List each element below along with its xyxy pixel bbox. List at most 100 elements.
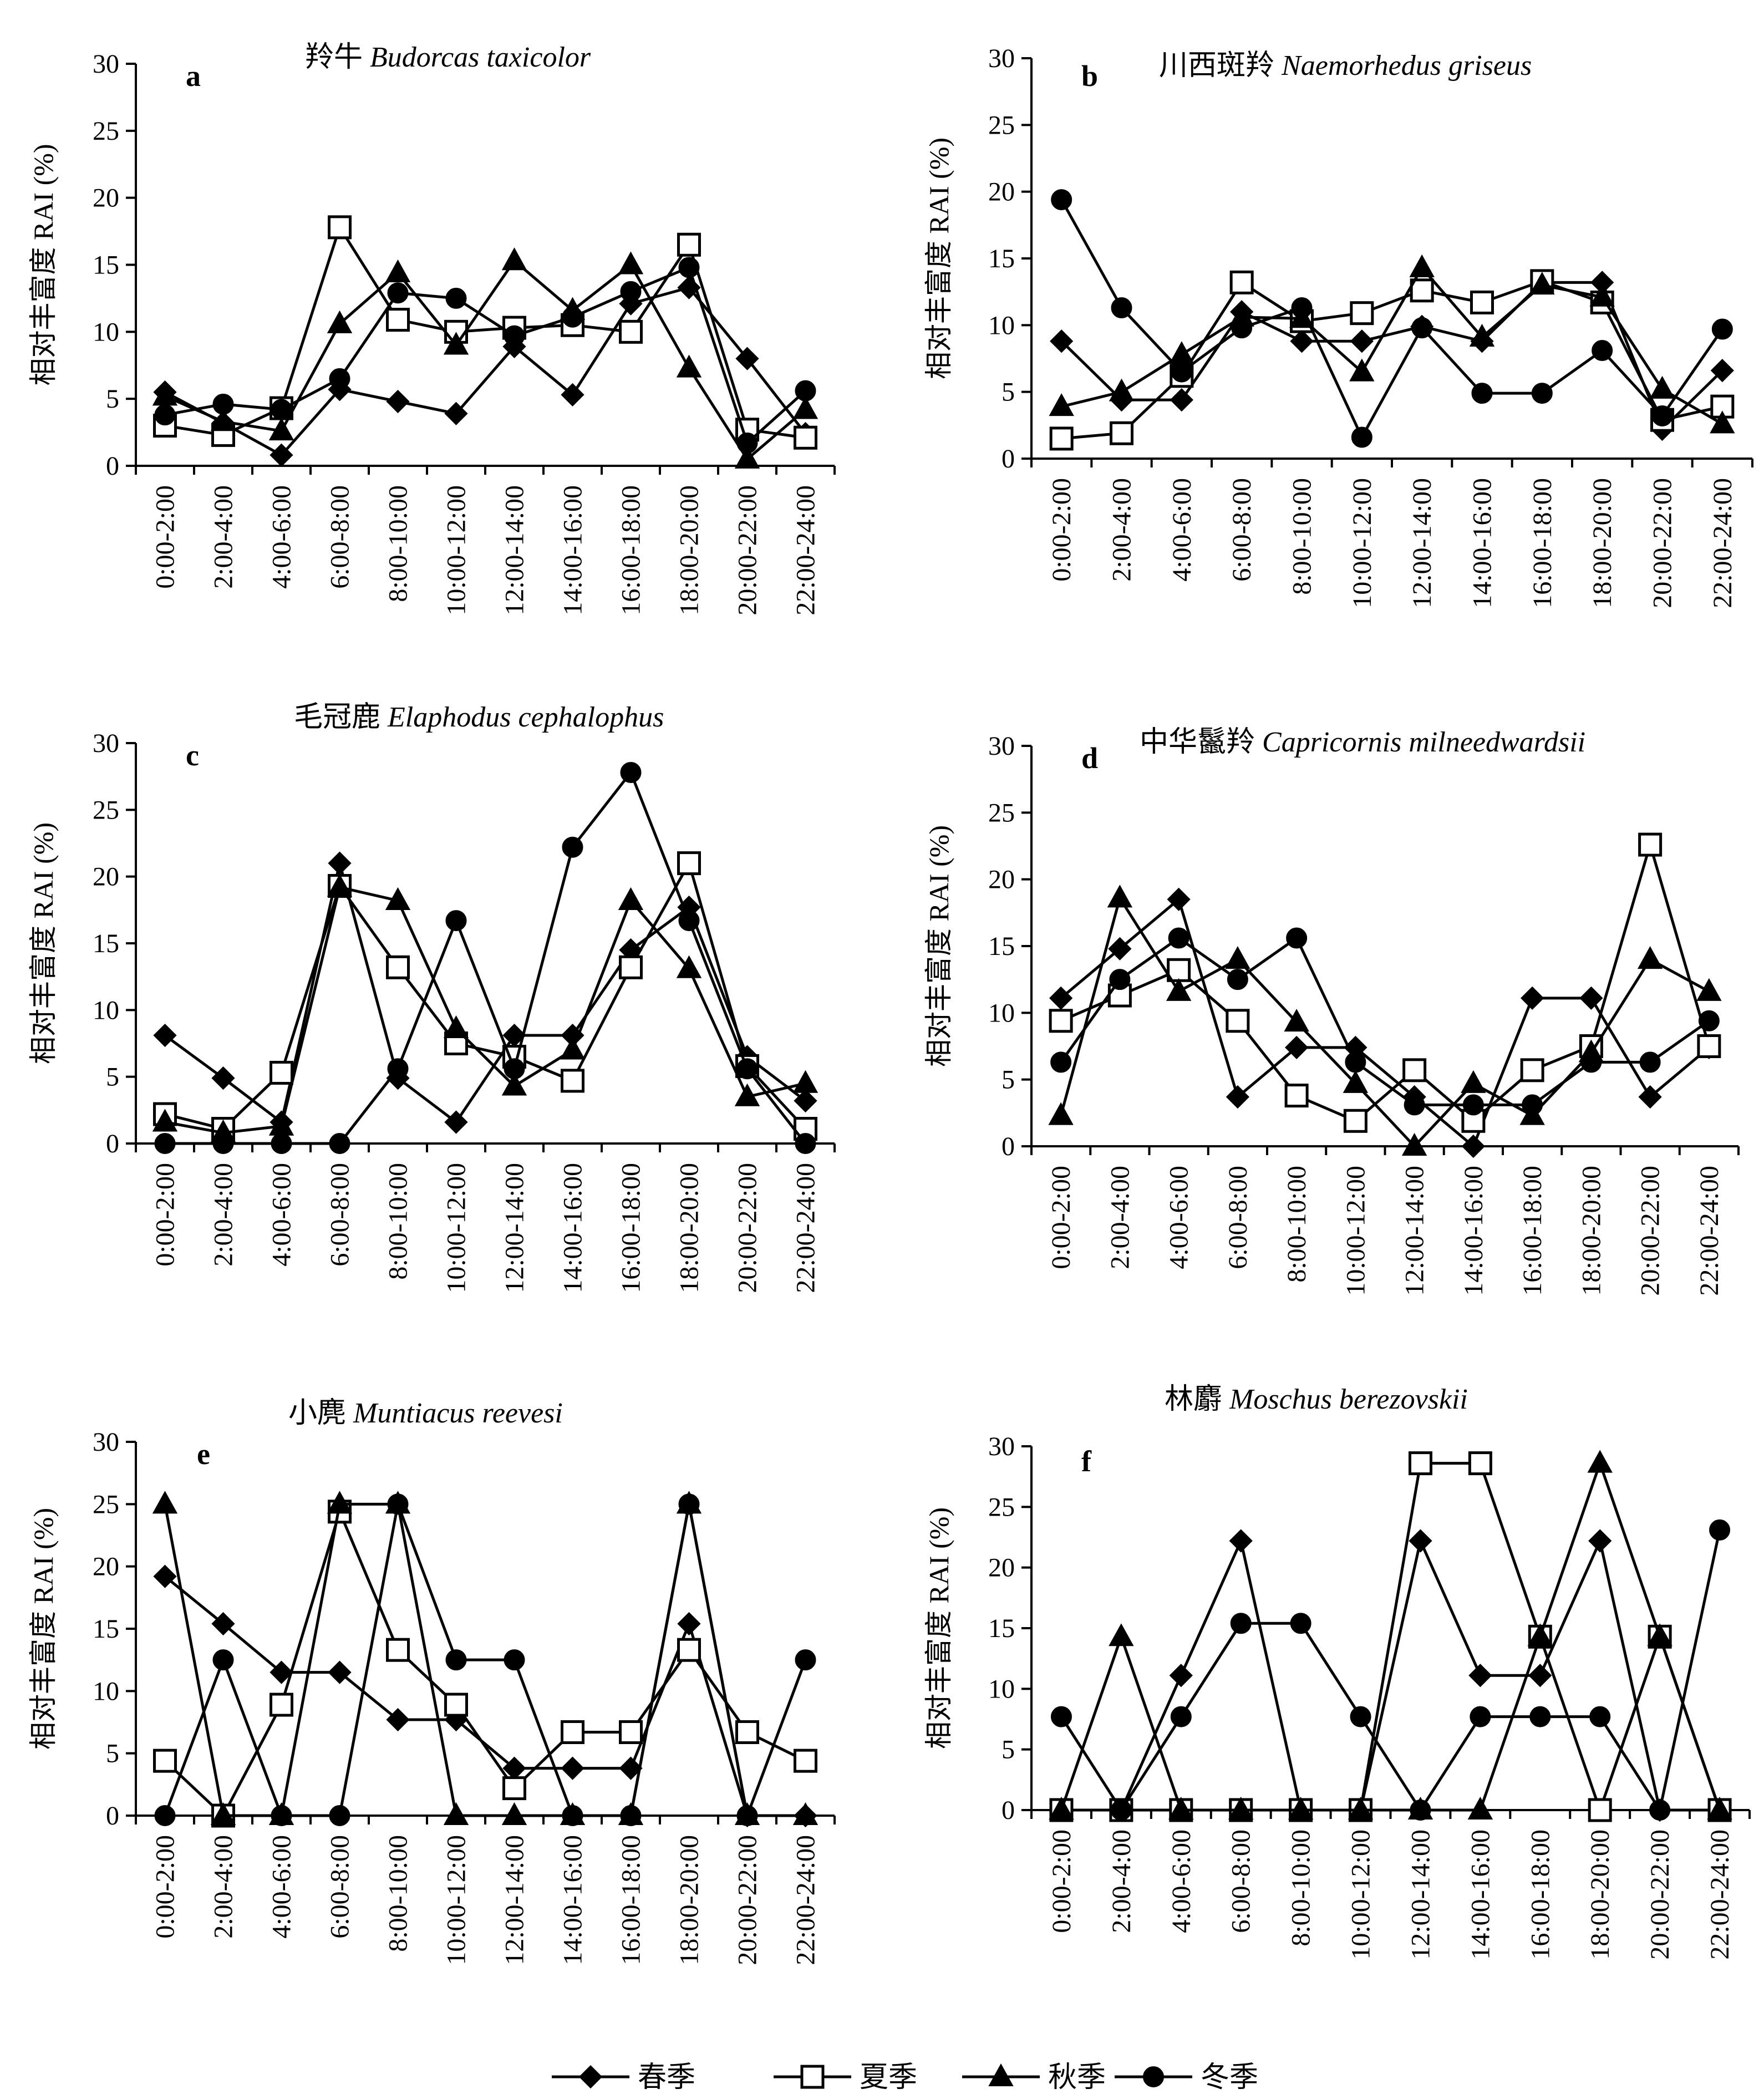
data-point-square — [561, 1720, 584, 1744]
data-point-circle — [329, 1805, 350, 1826]
data-point-triangle — [618, 251, 644, 275]
data-point-circle — [1589, 1706, 1611, 1727]
data-point-diamond — [1710, 359, 1734, 383]
data-point-circle — [678, 1493, 700, 1515]
panel-title: 中华鬣羚 Capricornis milneedwardsii — [1140, 726, 1585, 758]
title-chinese: 羚牛 — [305, 42, 370, 73]
y-tick-label: 20 — [988, 865, 1015, 895]
data-point-circle — [1404, 1094, 1425, 1116]
data-point-diamond — [1521, 986, 1544, 1010]
data-point-circle — [1230, 1613, 1252, 1634]
x-tick-label: 20:00-22:00 — [733, 485, 762, 616]
data-point-triangle — [1637, 946, 1663, 969]
x-tick-label: 18:00-20:00 — [1577, 1166, 1606, 1296]
data-point-circle — [1170, 1706, 1192, 1727]
data-point-circle — [1522, 1094, 1543, 1116]
x-tick-label: 0:00-2:00 — [1047, 478, 1076, 582]
data-point-square — [619, 1720, 643, 1744]
data-point-triangle — [501, 247, 527, 271]
data-point-diamond — [619, 1756, 643, 1780]
data-point-circle — [1050, 1706, 1072, 1727]
data-point-square — [386, 955, 410, 979]
data-point-circle — [1462, 1094, 1484, 1116]
panel-letter: c — [186, 739, 199, 772]
data-point-diamond — [1528, 1664, 1552, 1688]
data-point-diamond — [386, 389, 410, 414]
chart-panel-d: 0 5 10 15 20 25 30 0:00-2:00 2:00-4:00 4:00-6:00 6… — [923, 726, 1740, 1296]
data-point-circle — [387, 1493, 409, 1515]
y-tick-label: 25 — [93, 795, 119, 825]
data-point-diamond — [1108, 937, 1132, 960]
x-tick-label: 8:00-10:00 — [1288, 478, 1317, 595]
data-point-triangle — [734, 445, 760, 469]
x-tick-label: 0:00-2:00 — [1047, 1829, 1076, 1933]
data-point-circle — [620, 761, 642, 783]
y-tick-label: 0 — [106, 1801, 119, 1831]
data-point-circle — [678, 910, 700, 932]
data-point-triangle — [1467, 1796, 1493, 1820]
data-point-square — [677, 232, 701, 257]
data-point-circle — [212, 393, 234, 415]
data-point-triangle — [1109, 1623, 1134, 1646]
y-tick-label: 15 — [93, 1614, 119, 1644]
chart-panel-b: 0 5 10 15 20 25 30 0:00-2:00 2:00-4:00 4:00-6:00 6… — [923, 44, 1753, 608]
data-point-square — [1350, 301, 1374, 326]
data-point-triangle — [1048, 1102, 1074, 1125]
x-tick-label: 4:00-6:00 — [1165, 1166, 1194, 1269]
data-point-circle — [1171, 361, 1192, 383]
data-point-circle — [445, 910, 467, 932]
data-point-triangle — [268, 418, 294, 441]
title-scientific: Budorcas taxicolor — [370, 42, 591, 73]
data-point-diamond — [1169, 1664, 1193, 1688]
data-point-square — [1343, 1109, 1368, 1133]
data-point-diamond — [444, 1110, 468, 1134]
data-point-circle — [795, 1133, 816, 1154]
x-tick-label: 16:00-18:00 — [617, 1163, 646, 1293]
x-tick-label: 18:00-20:00 — [1585, 1829, 1615, 1960]
data-point-circle — [445, 287, 467, 309]
series-line — [1060, 1529, 1721, 1814]
data-point-triangle — [152, 1491, 178, 1514]
data-point-triangle — [210, 408, 236, 431]
data-point-square — [1284, 1084, 1309, 1108]
x-tick-label: 6:00-8:00 — [326, 1163, 355, 1267]
legend-label: 春季 — [638, 2062, 695, 2093]
data-point-circle — [620, 1805, 642, 1826]
x-tick-label: 12:00-14:00 — [1406, 1829, 1435, 1960]
series-line — [164, 1507, 806, 1818]
data-point-triangle — [1401, 1132, 1427, 1156]
data-point-diamond — [270, 1660, 293, 1684]
x-tick-label: 14:00-16:00 — [1466, 1829, 1495, 1960]
x-tick-label: 20:00-22:00 — [733, 1835, 762, 1965]
y-tick-label: 30 — [93, 1427, 119, 1457]
data-point-square — [386, 1638, 410, 1662]
data-point-diamond — [735, 347, 759, 370]
data-point-triangle — [1587, 1450, 1613, 1473]
data-point-circle — [154, 1805, 176, 1826]
x-tick-label: 2:00-4:00 — [209, 485, 238, 589]
data-point-triangle — [501, 1802, 527, 1825]
x-tick-label: 10:00-12:00 — [1341, 1166, 1370, 1296]
x-tick-label: 10:00-12:00 — [1348, 478, 1377, 608]
legend-item: 冬季 — [1115, 2062, 1258, 2093]
series-diamond — [153, 1564, 817, 1828]
series-line — [1060, 1458, 1721, 1812]
data-point-circle — [1639, 1051, 1661, 1073]
data-point-circle — [1580, 1051, 1602, 1073]
data-point-diamond — [153, 1023, 177, 1048]
data-point-triangle — [385, 887, 411, 910]
x-tick-label: 18:00-20:00 — [1588, 478, 1617, 608]
panel-letter: e — [197, 1437, 210, 1471]
y-tick-label: 5 — [1002, 378, 1015, 407]
series-square — [153, 1500, 817, 1828]
data-point-diamond — [1049, 986, 1073, 1010]
data-point-circle — [329, 1133, 350, 1154]
title-chinese: 林麝 — [1165, 1384, 1229, 1415]
title-scientific: Elaphodus cephalophus — [387, 702, 664, 733]
y-tick-label: 0 — [1002, 1132, 1015, 1161]
y-tick-label: 30 — [93, 49, 119, 79]
y-tick-label: 20 — [988, 1553, 1015, 1583]
data-point-circle — [562, 836, 583, 858]
y-tick-label: 5 — [106, 1739, 119, 1768]
